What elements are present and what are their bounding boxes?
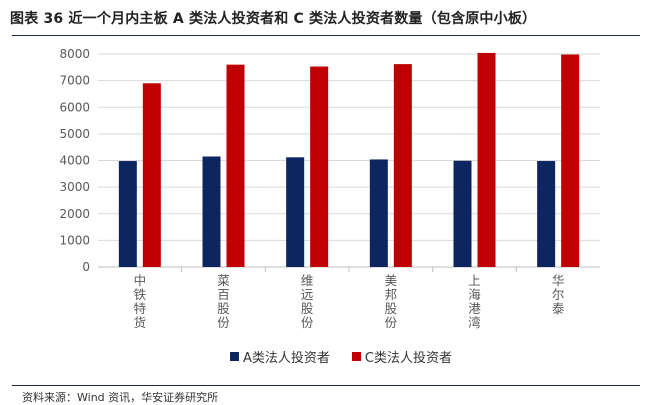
x-category-label: 维远股份 — [301, 273, 314, 330]
x-category-label: 菜百股份 — [217, 273, 230, 330]
footer-divider — [12, 385, 640, 386]
bar-c-1 — [142, 83, 161, 267]
x-category-label: 上海港湾 — [468, 273, 481, 330]
bar-c-2 — [226, 64, 245, 268]
bar-c-5 — [477, 52, 496, 268]
bar-a-3 — [286, 157, 305, 267]
bar-a-5 — [453, 160, 472, 267]
y-tick-label: 1000 — [59, 233, 90, 247]
y-tick-label: 4000 — [59, 154, 90, 168]
y-tick-label: 0 — [82, 260, 90, 274]
source-note: 资料来源：Wind 资讯，华安证券研究所 — [22, 391, 219, 404]
legend-item-c: C类法人投资者 — [351, 347, 452, 366]
y-tick-label: 5000 — [59, 127, 90, 141]
bar-a-6 — [537, 161, 556, 267]
bar-c-6 — [561, 54, 580, 267]
y-tick-label: 8000 — [59, 47, 90, 61]
legend-swatch-a — [230, 352, 239, 361]
y-tick-label: 2000 — [59, 207, 90, 221]
y-tick-label: 7000 — [59, 74, 90, 88]
bar-a-1 — [118, 161, 137, 267]
x-category-label: 中铁特货 — [134, 273, 147, 330]
bar-a-2 — [202, 156, 221, 267]
legend-label-a: A类法人投资者 — [243, 351, 330, 366]
y-tick-label: 6000 — [59, 100, 90, 114]
y-tick-label: 3000 — [59, 180, 90, 194]
title-divider — [12, 35, 640, 36]
bar-c-4 — [393, 64, 412, 268]
x-category-label: 华尔泰 — [552, 273, 565, 316]
x-category-label: 美邦股份 — [385, 273, 398, 330]
legend-swatch-c — [351, 352, 361, 361]
chart-title: 图表 36 近一个月内主板 A 类法人投资者和 C 类法人投资者数量（包含原中小… — [10, 11, 537, 27]
bar-a-4 — [369, 159, 388, 267]
legend: A类法人投资者 C类法人投资者 — [230, 347, 452, 366]
legend-label-c: C类法人投资者 — [364, 351, 452, 366]
bar-c-3 — [310, 66, 329, 267]
legend-item-a: A类法人投资者 — [230, 347, 330, 366]
